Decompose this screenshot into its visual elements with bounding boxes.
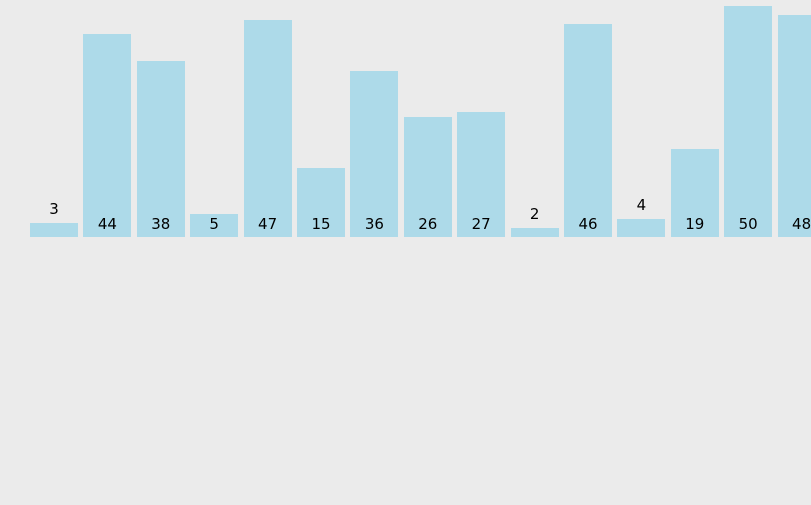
bar bbox=[350, 70, 399, 237]
bar-value-label: 4 bbox=[636, 195, 647, 214]
bar bbox=[457, 112, 506, 237]
bar-value-label: 2 bbox=[529, 204, 540, 223]
bar bbox=[777, 15, 811, 237]
bar bbox=[670, 149, 719, 237]
bar bbox=[564, 24, 612, 237]
bar bbox=[510, 227, 559, 237]
bar bbox=[403, 116, 452, 237]
bar bbox=[297, 167, 345, 237]
bar-value-label: 3 bbox=[49, 200, 59, 219]
bar bbox=[243, 19, 292, 237]
bar bbox=[83, 33, 132, 237]
bar bbox=[30, 223, 78, 237]
bar bbox=[724, 6, 773, 237]
bar bbox=[136, 61, 185, 237]
bar bbox=[617, 218, 666, 237]
bar bbox=[190, 213, 239, 237]
